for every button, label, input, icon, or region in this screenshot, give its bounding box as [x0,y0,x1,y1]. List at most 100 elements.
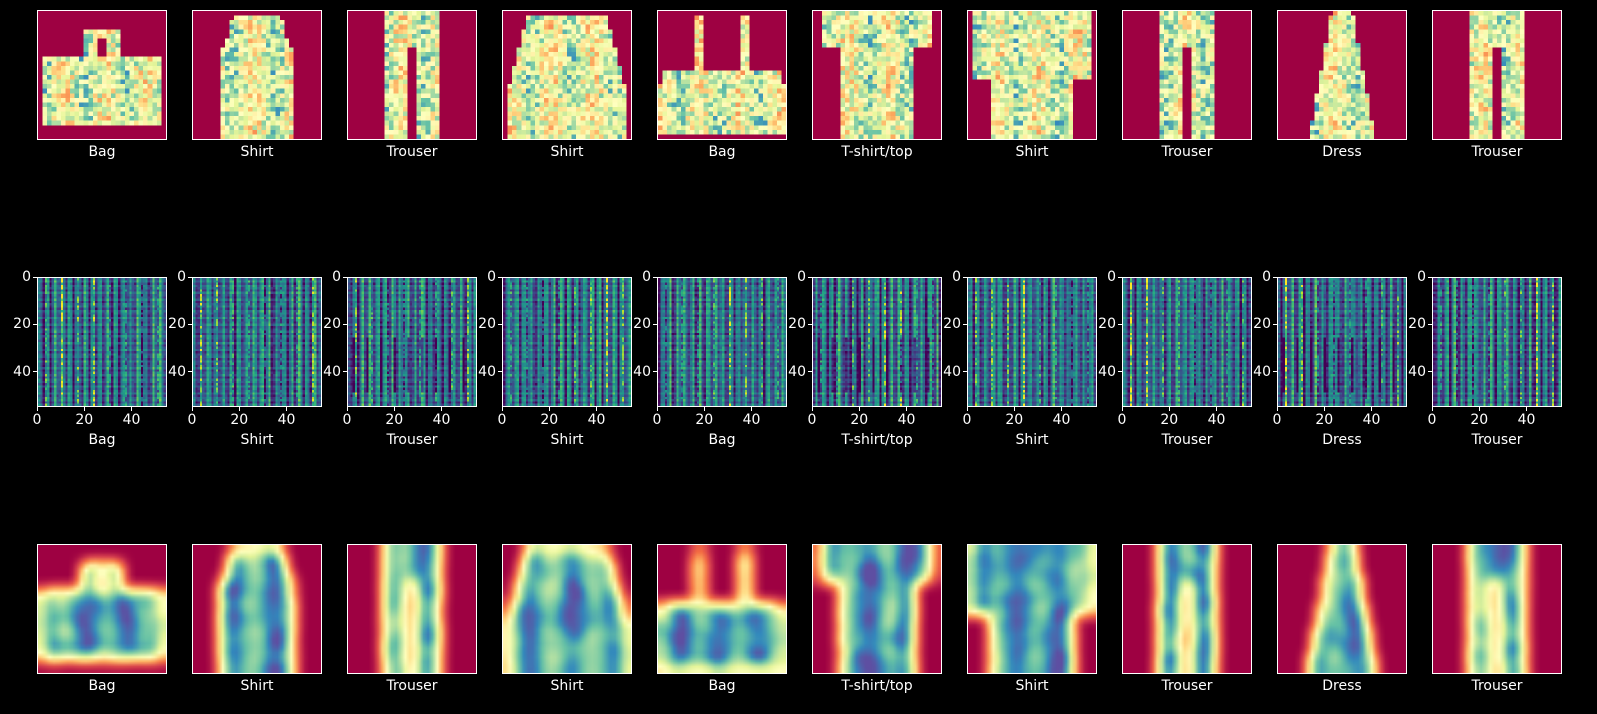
x-tick-mark [596,407,598,411]
x-tick-mark [1526,407,1528,411]
y-tick-label: 20 [478,316,496,333]
x-tick-label: 40 [587,412,606,428]
x-tick-label: 20 [1005,412,1024,428]
input-images-heatmap-7 [968,11,1096,139]
reconstructions-label-8: Trouser [1161,678,1213,694]
input-images-label-7: Shirt [1015,144,1049,160]
y-tick-label: 40 [788,363,806,380]
y-tick-mark [1118,323,1122,325]
y-tick-mark [498,323,502,325]
x-tick-label: 0 [962,412,972,428]
x-tick-label: 40 [1517,412,1536,428]
x-tick-mark [286,407,288,411]
y-tick-mark [963,371,967,373]
reconstructions-heatmap-6 [813,545,941,673]
x-tick-mark [131,407,133,411]
input-images-panel-9 [1277,10,1407,140]
input-images-heatmap-4 [503,11,631,139]
feature-maps-label-1: Bag [88,432,116,448]
y-tick-mark [498,276,502,278]
feature-maps-label-6: T-shirt/top [841,432,913,448]
x-tick-mark [238,407,240,411]
x-tick-mark [1013,407,1015,411]
x-tick-label: 0 [1427,412,1437,428]
y-tick-mark [33,371,37,373]
y-tick-label: 0 [1417,269,1426,285]
y-tick-label: 0 [952,269,961,285]
reconstructions-panel-2 [192,544,322,674]
x-tick-mark [83,407,85,411]
feature-maps-panel-8 [1122,277,1252,407]
input-images-panel-8 [1122,10,1252,140]
feature-maps-heatmap-7 [968,278,1096,406]
x-tick-label: 40 [1207,412,1226,428]
reconstructions-label-2: Shirt [240,678,274,694]
x-tick-label: 0 [32,412,42,428]
x-tick-label: 20 [385,412,404,428]
x-tick-mark [393,407,395,411]
y-tick-label: 20 [1098,316,1116,333]
feature-maps-panel-1 [37,277,167,407]
y-tick-label: 0 [797,269,806,285]
x-tick-label: 40 [122,412,141,428]
input-images-label-6: T-shirt/top [841,144,913,160]
x-tick-label: 20 [1160,412,1179,428]
y-tick-label: 20 [788,316,806,333]
y-tick-mark [653,323,657,325]
y-tick-mark [1428,371,1432,373]
feature-maps-label-4: Shirt [550,432,584,448]
y-tick-label: 40 [168,363,186,380]
x-tick-mark [1431,407,1433,411]
feature-maps-label-8: Trouser [1161,432,1213,448]
reconstructions-panel-7 [967,544,1097,674]
reconstructions-heatmap-2 [193,545,321,673]
x-tick-label: 20 [1315,412,1334,428]
feature-maps-heatmap-10 [1433,278,1561,406]
y-tick-mark [963,323,967,325]
feature-maps-panel-5 [657,277,787,407]
y-tick-mark [343,371,347,373]
input-images-heatmap-3 [348,11,476,139]
reconstructions-panel-8 [1122,544,1252,674]
feature-maps-heatmap-4 [503,278,631,406]
x-tick-label: 40 [897,412,916,428]
y-tick-mark [808,323,812,325]
x-tick-mark [36,407,38,411]
x-tick-label: 20 [230,412,249,428]
reconstructions-label-1: Bag [88,678,116,694]
y-tick-label: 20 [633,316,651,333]
x-tick-mark [751,407,753,411]
input-images-panel-5 [657,10,787,140]
y-tick-label: 0 [487,269,496,285]
x-tick-label: 20 [75,412,94,428]
feature-maps-heatmap-3 [348,278,476,406]
reconstructions-panel-9 [1277,544,1407,674]
y-tick-label: 40 [478,363,496,380]
x-tick-label: 20 [540,412,559,428]
feature-maps-label-7: Shirt [1015,432,1049,448]
x-tick-mark [811,407,813,411]
x-tick-mark [346,407,348,411]
x-tick-mark [501,407,503,411]
feature-maps-panel-2 [192,277,322,407]
reconstructions-heatmap-4 [503,545,631,673]
feature-maps-label-5: Bag [708,432,736,448]
reconstructions-panel-3 [347,544,477,674]
input-images-heatmap-2 [193,11,321,139]
x-tick-mark [1121,407,1123,411]
y-tick-mark [808,371,812,373]
feature-maps-label-9: Dress [1322,432,1362,448]
feature-maps-heatmap-6 [813,278,941,406]
y-tick-mark [1273,371,1277,373]
x-tick-mark [1478,407,1480,411]
y-tick-label: 20 [13,316,31,333]
y-tick-label: 0 [1262,269,1271,285]
reconstructions-heatmap-8 [1123,545,1251,673]
x-tick-mark [906,407,908,411]
feature-maps-panel-6 [812,277,942,407]
x-tick-mark [1371,407,1373,411]
y-tick-mark [188,323,192,325]
reconstructions-panel-6 [812,544,942,674]
feature-maps-panel-3 [347,277,477,407]
x-tick-label: 0 [1272,412,1282,428]
